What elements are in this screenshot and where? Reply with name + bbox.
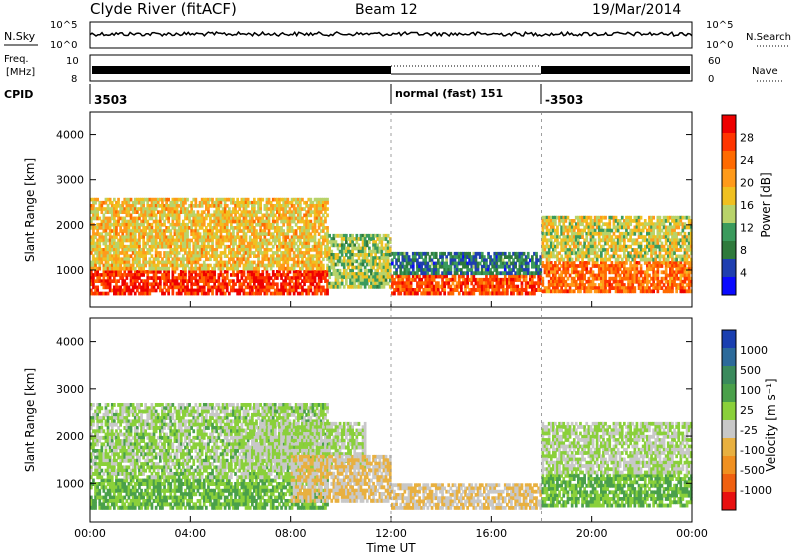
nave-label: Nave	[752, 66, 778, 77]
freq-left-tick-top: 10	[66, 56, 79, 67]
velocity-colorbar-segment-2	[722, 366, 736, 385]
power-ylabel: Slant Range [km]	[23, 158, 37, 262]
noise-right-tick-top: 10^5	[706, 20, 733, 31]
velocity-colorbar-label: Velocity [m s⁻¹]	[764, 378, 778, 471]
power-colorbar-segment-6	[722, 223, 736, 242]
noise-sky-label: N.Sky	[4, 30, 36, 43]
velocity-band-6	[542, 422, 693, 475]
power-colorbar-tick-6: 28	[740, 132, 754, 145]
station-title: Clyde River (fitACF)	[90, 0, 237, 18]
power-colorbar-segment-5	[722, 205, 736, 224]
x-axis-label: Time UT	[365, 541, 416, 554]
xtick-label-5: 20:00	[576, 527, 608, 540]
power-band-5	[542, 261, 693, 293]
velocity-colorbar-tick-4: -25	[740, 424, 758, 437]
power-colorbar-tick-3: 16	[740, 199, 754, 212]
velocity-colorbar-segment-6	[722, 438, 736, 457]
power-colorbar-segment-7	[722, 241, 736, 260]
velocity-colorbar-segment-9	[722, 492, 736, 511]
power-colorbar-tick-5: 24	[740, 154, 754, 167]
freq-band-segment-3	[541, 66, 690, 74]
velocity-colorbar-tick-6: -500	[740, 464, 765, 477]
power-band-4	[391, 252, 542, 275]
noise-search-label: N.Search	[746, 32, 791, 43]
xtick-label-2: 08:00	[275, 527, 307, 540]
xtick-label-3: 12:00	[375, 527, 407, 540]
noise-left-tick-bottom: 10^0	[50, 40, 77, 51]
velocity-band-3	[291, 455, 392, 503]
power-colorbar-tick-1: 8	[740, 244, 747, 257]
power-colorbar-segment-9	[722, 277, 736, 296]
velocity-ytick-label-3: 4000	[56, 336, 84, 349]
velocity-colorbar-segment-7	[722, 456, 736, 475]
power-colorbar-segment-0	[722, 115, 736, 134]
power-band-6	[542, 216, 693, 262]
freq-band-segment-1	[92, 66, 391, 74]
beam-label: Beam 12	[355, 2, 418, 18]
freq-label: Freq.	[4, 54, 29, 65]
velocity-colorbar-tick-2: 100	[740, 384, 761, 397]
noise-left-tick-top: 10^5	[50, 20, 77, 31]
xtick-label-0: 00:00	[74, 527, 106, 540]
power-colorbar-label: Power [dB]	[759, 172, 773, 237]
power-colorbar-segment-2	[722, 151, 736, 170]
power-ytick-label-3: 4000	[56, 129, 84, 142]
power-colorbar-tick-4: 20	[740, 177, 754, 190]
velocity-colorbar-tick-7: -1000	[740, 484, 772, 497]
velocity-colorbar-tick-1: 500	[740, 364, 761, 377]
power-colorbar-segment-4	[722, 187, 736, 206]
power-colorbar-segment-3	[722, 169, 736, 188]
power-band-2	[328, 234, 391, 289]
velocity-ytick-label-2: 3000	[56, 383, 84, 396]
velocity-colorbar-tick-3: 25	[740, 404, 754, 417]
velocity-colorbar-segment-1	[722, 348, 736, 367]
velocity-colorbar-segment-5	[722, 420, 736, 439]
freq-left-tick-bottom: 8	[71, 74, 77, 85]
power-band-3	[391, 275, 542, 296]
freq-right-tick-top: 60	[708, 56, 721, 67]
noise-right-tick-bottom: 10^0	[706, 40, 733, 51]
velocity-ytick-label-0: 1000	[56, 477, 84, 490]
power-band-1	[90, 198, 329, 271]
power-colorbar-segment-8	[722, 259, 736, 278]
cpid-label: CPID	[4, 88, 33, 101]
xtick-label-6: 00:00	[676, 527, 708, 540]
cpid-segment-3: -3503	[545, 93, 583, 107]
freq-right-tick-bottom: 0	[708, 74, 714, 85]
cpid-segment-2: normal (fast) 151	[395, 87, 503, 100]
velocity-colorbar-tick-0: 1000	[740, 344, 768, 357]
velocity-band-5	[542, 474, 693, 508]
power-band-0	[90, 270, 329, 295]
power-ytick-label-1: 2000	[56, 219, 84, 232]
velocity-ylabel: Slant Range [km]	[23, 368, 37, 472]
cpid-segment-1: 3503	[94, 93, 127, 107]
velocity-colorbar-tick-5: -100	[740, 444, 765, 457]
xtick-label-4: 16:00	[475, 527, 507, 540]
power-ytick-label-2: 3000	[56, 174, 84, 187]
velocity-colorbar-segment-0	[722, 330, 736, 349]
power-ytick-label-0: 1000	[56, 264, 84, 277]
velocity-band-4	[391, 483, 542, 510]
velocity-colorbar-segment-8	[722, 474, 736, 493]
freq-unit-label: [MHz]	[6, 67, 35, 78]
velocity-colorbar-segment-4	[722, 402, 736, 421]
power-colorbar-segment-1	[722, 133, 736, 152]
velocity-colorbar-segment-3	[722, 384, 736, 403]
power-colorbar-tick-0: 4	[740, 267, 747, 280]
noise-sky-trace	[90, 32, 692, 36]
date-label: 19/Mar/2014	[592, 2, 681, 18]
power-colorbar-tick-2: 12	[740, 222, 754, 235]
xtick-label-1: 04:00	[174, 527, 206, 540]
velocity-ytick-label-1: 2000	[56, 430, 84, 443]
